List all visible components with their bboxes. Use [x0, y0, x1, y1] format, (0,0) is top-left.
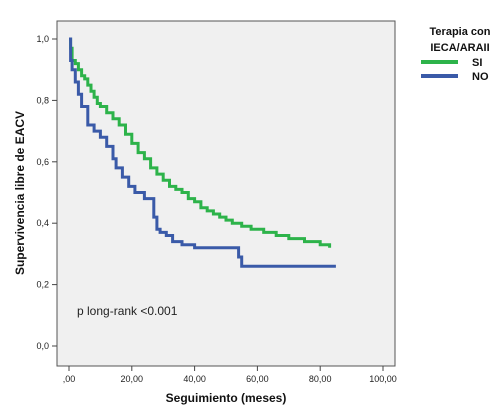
- legend-title-line2: IECA/ARAII: [430, 42, 489, 54]
- x-axis-title: Seguimiento (meses): [166, 391, 287, 405]
- legend: Terapia con IECA/ARAII SI NO: [421, 26, 491, 83]
- x-tick-label: ,00: [63, 374, 76, 384]
- x-tick-label: 60,00: [246, 374, 269, 384]
- x-tick-label: 80,00: [309, 374, 332, 384]
- legend-label-si: SI: [472, 57, 482, 69]
- legend-items: SI NO: [421, 57, 489, 83]
- series-line-si: [69, 37, 332, 248]
- series-lines: [69, 37, 336, 268]
- y-axis-title: Supervivencia libre de EACV: [13, 111, 27, 275]
- x-tick-label: 100,00: [369, 374, 397, 384]
- y-tick-label: 0,0: [36, 341, 49, 351]
- x-tick-label: 20,00: [121, 374, 144, 384]
- series-line-no: [69, 37, 336, 268]
- plot-area: [56, 20, 396, 367]
- y-tick-label: 0,8: [36, 95, 49, 105]
- x-axis-ticks: ,00 20,00 40,00 60,00 80,00 100,00: [63, 366, 397, 384]
- y-tick-label: 0,2: [36, 280, 49, 290]
- annotation-pvalue: p long-rank <0.001: [77, 304, 178, 318]
- legend-label-no: NO: [472, 71, 489, 83]
- y-tick-label: 0,4: [36, 218, 49, 228]
- y-tick-label: 0,6: [36, 157, 49, 167]
- y-axis-ticks: 0,0 0,2 0,4 0,6 0,8 1,0: [36, 34, 57, 351]
- legend-title-line1: Terapia con: [430, 26, 491, 38]
- y-tick-label: 1,0: [36, 34, 49, 44]
- x-tick-label: 40,00: [183, 374, 206, 384]
